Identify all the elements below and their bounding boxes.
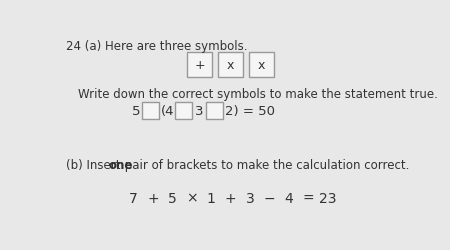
Text: 4: 4 — [284, 191, 293, 205]
Text: 7: 7 — [130, 191, 138, 205]
Text: +: + — [147, 191, 159, 205]
Text: x: x — [227, 59, 234, 72]
FancyBboxPatch shape — [206, 103, 223, 120]
FancyBboxPatch shape — [218, 53, 243, 78]
Text: Write down the correct symbols to make the statement true.: Write down the correct symbols to make t… — [78, 88, 438, 101]
Text: ×: × — [186, 191, 198, 205]
FancyBboxPatch shape — [141, 103, 158, 120]
Text: 1: 1 — [207, 191, 216, 205]
FancyBboxPatch shape — [187, 53, 212, 78]
Text: 3: 3 — [195, 105, 203, 118]
Text: pair of brackets to make the calculation correct.: pair of brackets to make the calculation… — [122, 158, 410, 171]
FancyBboxPatch shape — [249, 53, 274, 78]
Text: 2) = 50: 2) = 50 — [225, 105, 275, 118]
Text: 23: 23 — [319, 191, 336, 205]
Text: =: = — [302, 191, 314, 205]
Text: +: + — [194, 59, 205, 72]
Text: (b) Insert: (b) Insert — [66, 158, 124, 171]
Text: 3: 3 — [246, 191, 254, 205]
Text: (4: (4 — [161, 105, 175, 118]
Text: 24 (a) Here are three symbols.: 24 (a) Here are three symbols. — [66, 40, 247, 53]
Text: one: one — [108, 158, 133, 171]
Text: −: − — [264, 191, 275, 205]
Text: x: x — [258, 59, 266, 72]
Text: 5: 5 — [131, 105, 140, 118]
Text: 5: 5 — [168, 191, 177, 205]
Text: +: + — [225, 191, 236, 205]
FancyBboxPatch shape — [175, 103, 192, 120]
